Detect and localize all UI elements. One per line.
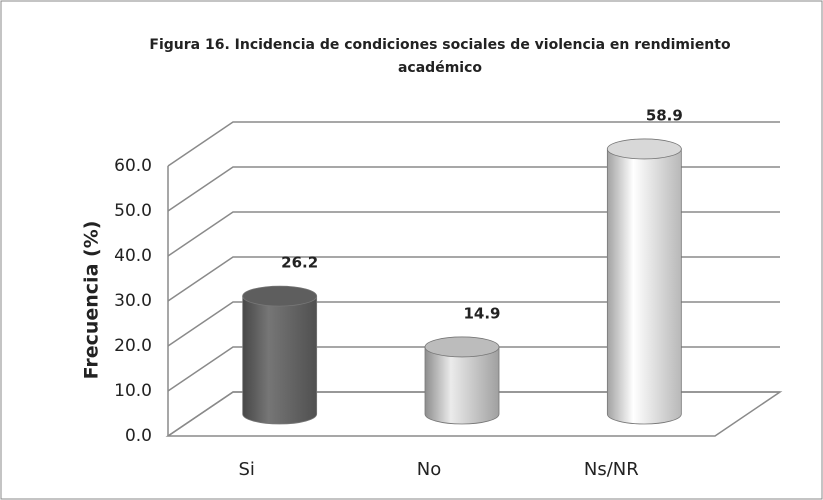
y-axis-title: Frecuencia (%) [81, 221, 103, 380]
bar [242, 285, 318, 425]
bar [606, 138, 682, 425]
x-tick-label: Si [238, 459, 254, 480]
bar [424, 336, 500, 425]
value-label: 14.9 [463, 304, 500, 322]
y-tick-label: 60.0 [114, 156, 152, 176]
value-label: 58.9 [646, 106, 683, 124]
grid-line [167, 301, 780, 347]
value-label: 26.2 [281, 254, 318, 272]
grid-line [167, 121, 780, 167]
chart-title-line2: académico [398, 60, 482, 76]
x-tick-label: Ns/NR [584, 459, 639, 480]
y-tick-label: 0.0 [125, 426, 152, 446]
bar-top [242, 285, 318, 307]
y-tick-label: 30.0 [114, 291, 152, 311]
y-tick-label: 10.0 [114, 381, 152, 401]
grid-line [167, 391, 780, 437]
y-tick-label: 20.0 [114, 336, 152, 356]
bar-top [424, 336, 500, 358]
grid-line [167, 256, 780, 302]
bar-body [606, 148, 682, 425]
y-tick-label: 50.0 [114, 201, 152, 221]
bar-body [424, 346, 500, 425]
grid-line [167, 166, 780, 212]
bar-top [606, 138, 682, 160]
grid-line [167, 346, 780, 392]
grid-line [167, 211, 780, 257]
y-tick-label: 40.0 [114, 246, 152, 266]
bar-body [242, 295, 318, 425]
x-tick-label: No [417, 459, 441, 480]
chart-title: Figura 16. Incidencia de condiciones soc… [149, 37, 731, 53]
